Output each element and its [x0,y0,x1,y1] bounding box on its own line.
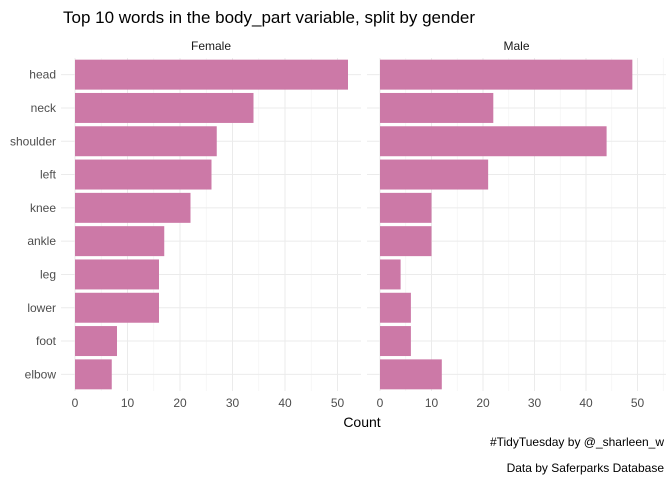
x-tick-label: 0 [72,396,79,410]
facet-label-female: Female [191,39,231,53]
x-tick-label: 30 [226,396,240,410]
x-tick-label: 30 [528,396,542,410]
bar-female-elbow [75,359,112,390]
bar-female-head [75,59,348,90]
bar-female-lower [75,292,159,323]
bar-male-leg [380,259,401,290]
caption-credit: #TidyTuesday by @_sharleen_w [490,435,664,449]
y-tick-label: ankle [27,234,56,248]
y-tick-label: knee [30,201,56,215]
chart-title: Top 10 words in the body_part variable, … [63,8,475,27]
y-tick-label: left [40,168,57,182]
bar-female-leg [75,259,159,290]
bar-male-ankle [380,226,432,257]
facet-panels: Female 0 10 20 30 40 50 Male 0 10 20 30 40 50 head neck… [10,39,666,410]
bar-female-shoulder [75,126,217,157]
y-tick-label: foot [36,334,57,348]
x-tick-label: 10 [425,396,439,410]
bar-male-head [380,59,633,90]
x-tick-label: 20 [476,396,490,410]
bar-female-foot [75,326,117,357]
x-tick-label: 0 [377,396,384,410]
panel-male: Male 0 10 20 30 40 50 [367,39,666,410]
y-tick-label: shoulder [10,134,56,148]
panel-female: Female 0 10 20 30 40 50 [61,39,361,410]
caption-source: Data by Saferparks Database [507,461,665,475]
bar-male-foot [380,326,411,357]
x-tick-label: 10 [121,396,135,410]
facet-label-male: Male [503,39,529,53]
x-tick-label: 40 [278,396,292,410]
bar-male-left [380,159,489,190]
bar-male-elbow [380,359,442,390]
bar-male-shoulder [380,126,607,157]
x-tick-label: 50 [631,396,645,410]
bar-male-neck [380,92,494,123]
y-tick-label: lower [27,301,56,315]
x-tick-label: 40 [579,396,593,410]
bar-female-neck [75,92,254,123]
y-tick-label: elbow [25,367,57,381]
y-tick-label: leg [40,267,56,281]
bar-male-lower [380,292,411,323]
bar-female-left [75,159,212,190]
y-tick-label: head [29,68,56,82]
x-axis-title: Count [343,414,380,430]
y-tick-label: neck [31,101,57,115]
x-tick-label: 50 [331,396,345,410]
bar-female-ankle [75,226,165,257]
bar-female-knee [75,192,191,223]
bar-male-knee [380,192,432,223]
x-tick-label: 20 [173,396,187,410]
